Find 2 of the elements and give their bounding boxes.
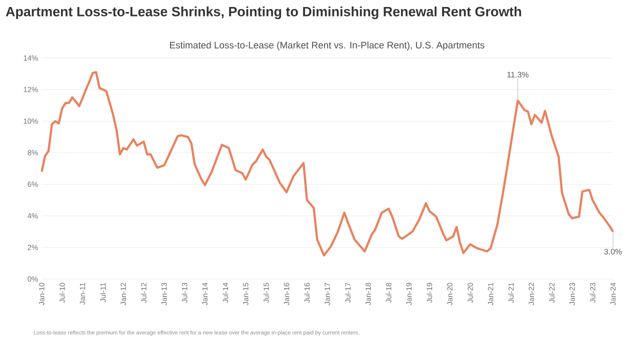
chart-title: Apartment Loss-to-Lease Shrinks, Pointing to Diminishing Renewal Rent Growth xyxy=(6,6,522,20)
chart-subtitle: Estimated Loss-to-Lease (Market Rent vs. In-Place Rent), U.S. Apartments xyxy=(170,42,484,50)
